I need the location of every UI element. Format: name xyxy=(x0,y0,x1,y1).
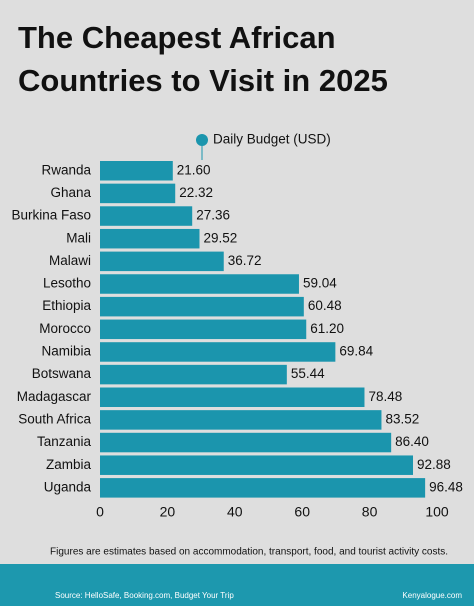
value-label: 83.52 xyxy=(385,411,419,426)
bar xyxy=(100,296,304,317)
value-label: 61.20 xyxy=(310,321,344,336)
note: Figures are estimates based on accommoda… xyxy=(50,547,448,558)
y-tick-label: Morocco xyxy=(39,321,91,336)
value-label: 21.60 xyxy=(177,162,211,177)
bar xyxy=(100,364,287,385)
value-label: 59.04 xyxy=(303,276,337,291)
website: Kenyalogue.com xyxy=(402,591,462,600)
x-tick-label: 0 xyxy=(96,504,104,520)
y-tick-label: Namibia xyxy=(41,344,91,359)
bar xyxy=(100,478,426,498)
value-label: 69.84 xyxy=(339,344,373,359)
value-label: 86.40 xyxy=(395,434,429,449)
y-tick-label: Botswana xyxy=(32,366,92,381)
y-tick-label: Mali xyxy=(66,230,91,245)
y-tick-label: Burkina Faso xyxy=(11,208,91,223)
bar xyxy=(100,432,392,453)
x-tick-label: 100 xyxy=(425,504,449,520)
y-tick-label: Ghana xyxy=(50,185,91,200)
bar xyxy=(100,410,382,430)
footer-band xyxy=(0,564,474,606)
value-label: 96.48 xyxy=(429,479,463,494)
y-tick-label: Lesotho xyxy=(43,276,91,291)
bar xyxy=(100,387,365,407)
legend-marker xyxy=(196,134,208,146)
y-tick-label: Rwanda xyxy=(41,162,91,177)
value-label: 60.48 xyxy=(308,298,342,313)
bar xyxy=(100,161,173,181)
bar xyxy=(100,342,336,362)
y-tick-label: Madagascar xyxy=(17,389,92,404)
y-tick-label: Tanzania xyxy=(37,434,92,449)
x-tick-label: 20 xyxy=(160,504,176,520)
chart-title-line: Countries to Visit in 2025 xyxy=(18,63,388,98)
bar xyxy=(100,319,307,340)
bar xyxy=(100,455,414,475)
bar xyxy=(100,206,193,226)
bar xyxy=(100,183,176,204)
value-label: 92.88 xyxy=(417,457,451,472)
value-label: 27.36 xyxy=(196,208,230,223)
value-label: 36.72 xyxy=(228,253,262,268)
x-tick-label: 80 xyxy=(362,504,378,520)
y-tick-label: Uganda xyxy=(44,479,92,494)
x-tick-label: 60 xyxy=(294,504,310,520)
y-tick-label: Zambia xyxy=(46,457,92,472)
value-label: 78.48 xyxy=(368,389,402,404)
y-tick-label: Ethiopia xyxy=(42,298,91,313)
bar xyxy=(100,228,200,249)
bar xyxy=(100,274,299,294)
y-tick-label: South Africa xyxy=(18,411,91,426)
value-label: 29.52 xyxy=(203,230,237,245)
x-tick-label: 40 xyxy=(227,504,243,520)
bar xyxy=(100,251,224,272)
source: Source: HelloSafe, Booking.com, Budget Y… xyxy=(55,591,234,600)
value-label: 22.32 xyxy=(179,185,213,200)
y-tick-label: Malawi xyxy=(49,253,91,268)
chart-title-line: The Cheapest African xyxy=(18,20,336,55)
legend-label: Daily Budget (USD) xyxy=(213,132,331,147)
value-label: 55.44 xyxy=(291,366,325,381)
